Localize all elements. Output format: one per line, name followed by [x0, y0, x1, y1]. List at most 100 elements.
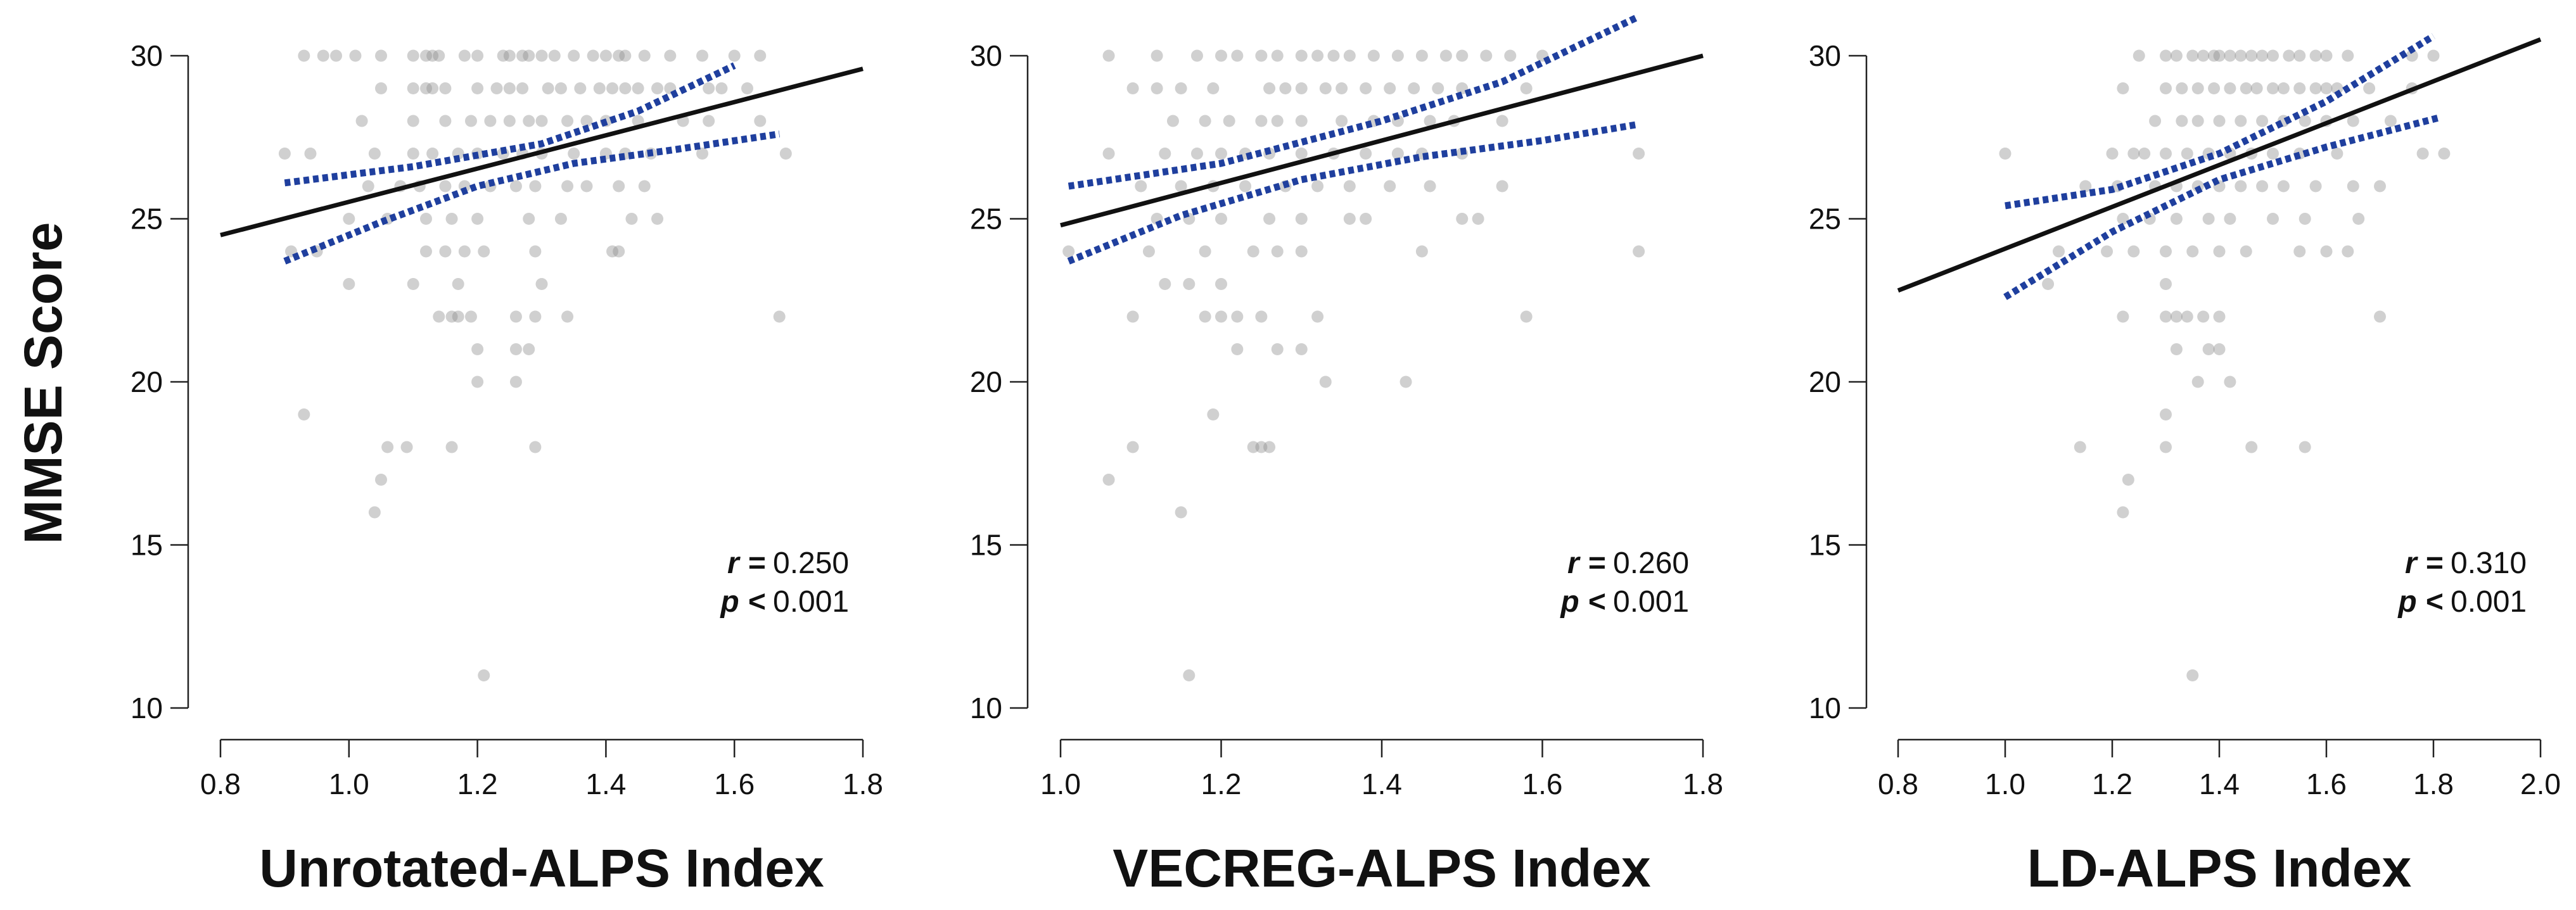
data-point [1199, 310, 1211, 323]
data-point [471, 82, 484, 94]
regression-line [1897, 37, 2542, 293]
data-point [407, 82, 419, 94]
x-tick-label: 1.4 [585, 768, 626, 800]
data-point [542, 82, 554, 94]
data-point [2384, 115, 2397, 127]
data-point [1367, 49, 1380, 62]
data-point [548, 49, 561, 62]
data-point [2191, 115, 2204, 127]
y-tick-label: 30 [970, 39, 1002, 72]
data-point [568, 49, 580, 62]
data-point [445, 441, 458, 453]
x-tick-label: 1.6 [714, 768, 755, 800]
ci-lower-line [2003, 114, 2440, 300]
data-point [452, 278, 464, 290]
data-point [1239, 180, 1252, 193]
data-point [1159, 278, 1171, 290]
data-point [651, 213, 664, 225]
data-point [2117, 310, 2129, 323]
data-point [1336, 82, 1348, 94]
data-point [1263, 82, 1276, 94]
data-point [773, 310, 786, 323]
data-point [2299, 115, 2311, 127]
data-point [362, 180, 374, 193]
data-point [433, 49, 445, 62]
data-point [2074, 441, 2086, 453]
r-label: r = [2405, 547, 2443, 580]
regression-line [220, 66, 864, 237]
data-point [1295, 343, 1308, 355]
data-point [754, 115, 767, 127]
ci-upper-line [2005, 33, 2435, 210]
data-point [2197, 49, 2210, 62]
data-point [1999, 148, 2012, 160]
data-point [1255, 49, 1268, 62]
data-point [2160, 278, 2172, 290]
data-point [625, 213, 638, 225]
data-point [1255, 115, 1268, 127]
data-point [2186, 245, 2199, 258]
y-tick-label: 25 [970, 203, 1002, 236]
data-point [433, 310, 445, 323]
data-point [503, 49, 516, 62]
p-label: p < [1559, 585, 1605, 619]
data-point [2256, 180, 2269, 193]
data-point [2170, 49, 2183, 62]
x-tick-label: 1.6 [1522, 768, 1563, 800]
data-point [445, 213, 458, 225]
data-point [1271, 49, 1284, 62]
data-point [523, 213, 535, 225]
data-point [400, 441, 413, 453]
data-point [516, 82, 529, 94]
data-point [1102, 474, 1115, 486]
data-point [426, 49, 439, 62]
data-point [2293, 245, 2306, 258]
data-point [2293, 82, 2306, 94]
data-point [419, 245, 432, 258]
data-point [1159, 148, 1171, 160]
data-point [509, 376, 522, 388]
data-point [2277, 180, 2290, 193]
data-point [1271, 115, 1284, 127]
data-point [2133, 49, 2145, 62]
data-point [529, 245, 542, 258]
data-point [561, 115, 574, 127]
data-point [1126, 310, 1139, 323]
data-point [703, 82, 715, 94]
data-point [471, 376, 484, 388]
data-point [535, 278, 548, 290]
data-point [1102, 148, 1115, 160]
y-tick-label: 20 [131, 365, 163, 398]
data-point [304, 148, 317, 160]
data-point [523, 115, 535, 127]
data-point [2191, 376, 2204, 388]
data-point [599, 49, 612, 62]
x-tick-label: 1.4 [2199, 768, 2240, 800]
x-axis-title: LD-ALPS Index [2027, 838, 2412, 898]
data-point [529, 310, 542, 323]
data-point [1247, 245, 1259, 258]
data-point [2224, 82, 2236, 94]
data-point [1496, 115, 1508, 127]
data-point [2106, 148, 2119, 160]
x-tick-label: 1.4 [1361, 768, 1402, 800]
data-point [535, 49, 548, 62]
data-point [2170, 213, 2183, 225]
data-point [2117, 506, 2129, 519]
data-point [464, 115, 477, 127]
data-point [529, 180, 542, 193]
data-point [452, 310, 464, 323]
data-point [1215, 310, 1227, 323]
data-point [1327, 49, 1340, 62]
y-tick-label: 15 [131, 529, 163, 562]
data-point [2101, 245, 2114, 258]
data-point [1102, 49, 1115, 62]
data-point [2320, 49, 2333, 62]
data-point [1311, 49, 1324, 62]
data-point [2181, 310, 2193, 323]
scatter-panel-1: 10 15 20 25 30 0.8 1.0 1.2 1.4 1.6 1.8 Unrotated-AL… [131, 39, 883, 898]
data-point [606, 82, 619, 94]
data-point [439, 115, 452, 127]
data-point [2127, 245, 2140, 258]
x-tick-label: 1.8 [1683, 768, 1723, 800]
